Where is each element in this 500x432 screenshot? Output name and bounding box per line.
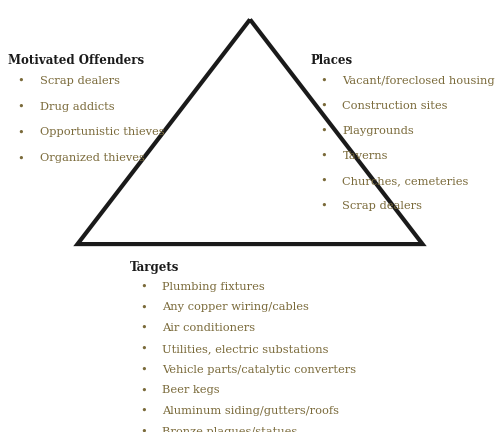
Text: Bronze plaques/statues: Bronze plaques/statues (162, 427, 298, 432)
Text: •: • (320, 126, 327, 136)
Text: Vehicle parts/catalytic converters: Vehicle parts/catalytic converters (162, 365, 356, 375)
Text: •: • (140, 365, 147, 375)
Text: Churches, cemeteries: Churches, cemeteries (342, 176, 469, 186)
Text: •: • (140, 344, 147, 354)
Text: Playgrounds: Playgrounds (342, 126, 414, 136)
Text: •: • (320, 201, 327, 211)
Text: Drug addicts: Drug addicts (40, 102, 115, 111)
Text: Taverns: Taverns (342, 151, 388, 161)
Text: Scrap dealers: Scrap dealers (342, 201, 422, 211)
Text: Air conditioners: Air conditioners (162, 323, 256, 333)
Text: •: • (18, 76, 24, 86)
Text: Organized thieves: Organized thieves (40, 153, 145, 163)
Text: Any copper wiring/cables: Any copper wiring/cables (162, 302, 310, 312)
Text: •: • (320, 76, 327, 86)
Text: •: • (140, 302, 147, 312)
Text: Motivated Offenders: Motivated Offenders (8, 54, 143, 67)
Text: Places: Places (310, 54, 352, 67)
Text: •: • (140, 406, 147, 416)
Text: Aluminum siding/gutters/roofs: Aluminum siding/gutters/roofs (162, 406, 340, 416)
Text: Scrap dealers: Scrap dealers (40, 76, 120, 86)
Text: Plumbing fixtures: Plumbing fixtures (162, 282, 265, 292)
Text: •: • (140, 323, 147, 333)
Text: •: • (140, 427, 147, 432)
Text: •: • (18, 153, 24, 163)
Text: Vacant/foreclosed housing: Vacant/foreclosed housing (342, 76, 495, 86)
Text: Utilities, electric substations: Utilities, electric substations (162, 344, 329, 354)
Text: Beer kegs: Beer kegs (162, 385, 220, 395)
Text: •: • (320, 151, 327, 161)
Text: •: • (320, 101, 327, 111)
Text: Targets: Targets (130, 261, 180, 274)
Text: •: • (320, 176, 327, 186)
Text: •: • (18, 102, 24, 111)
Text: Opportunistic thieves: Opportunistic thieves (40, 127, 164, 137)
Text: •: • (140, 385, 147, 395)
Text: •: • (18, 127, 24, 137)
Text: •: • (140, 282, 147, 292)
Text: Construction sites: Construction sites (342, 101, 448, 111)
